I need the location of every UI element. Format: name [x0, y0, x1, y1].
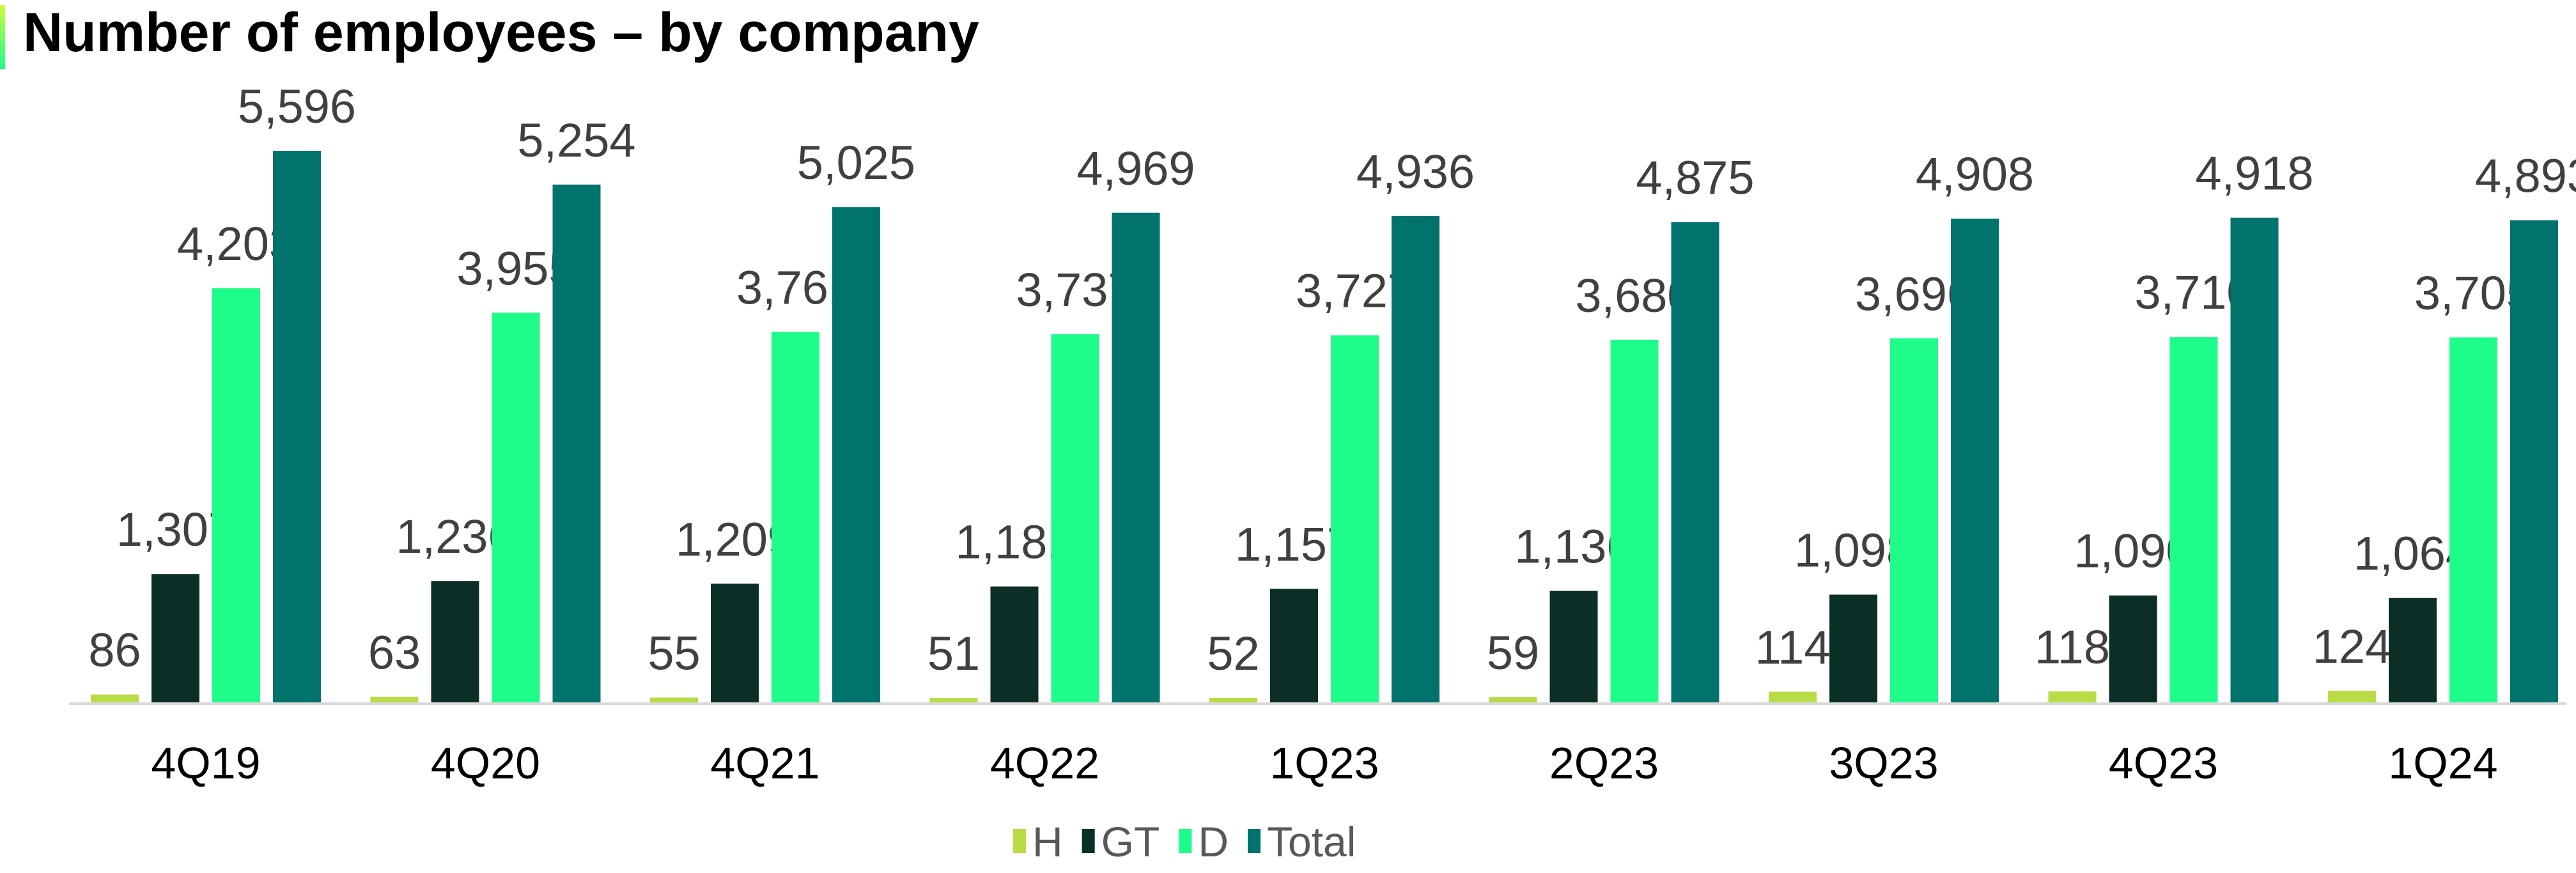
bar-h-4Q21 [650, 697, 698, 703]
bar-h-1Q23 [1209, 697, 1257, 703]
data-label-total-1Q24: 4,893 [2475, 150, 2576, 203]
legend-label-gt: GT [1101, 818, 1160, 865]
bar-total-4Q22 [1112, 212, 1160, 704]
bar-d-4Q20 [492, 313, 540, 703]
bar-total-4Q19 [273, 151, 321, 703]
bar-total-1Q24 [2510, 220, 2558, 703]
data-label-total-1Q23: 4,936 [1356, 145, 1475, 198]
bar-d-2Q23 [1610, 339, 1659, 703]
bars-layer: 861,3074,2035,596631,2363,9555,254551,20… [88, 80, 2576, 704]
bar-d-4Q23 [2169, 337, 2218, 703]
bar-gt-1Q24 [2389, 598, 2437, 703]
bar-h-4Q20 [370, 697, 419, 703]
bar-gt-4Q23 [2109, 595, 2157, 703]
category-label: 4Q23 [2109, 738, 2218, 788]
bar-total-4Q21 [832, 207, 880, 703]
category-label: 1Q24 [2388, 738, 2497, 788]
bar-total-1Q23 [1392, 215, 1439, 703]
legend-label-total: Total [1267, 818, 1356, 865]
bar-gt-4Q22 [990, 586, 1039, 703]
category-label: 2Q23 [1549, 738, 1659, 788]
data-label-h-4Q19: 86 [88, 624, 141, 677]
bar-gt-4Q21 [711, 583, 759, 703]
title-accent-bar [0, 5, 5, 69]
bar-d-1Q24 [2449, 337, 2497, 703]
legend-swatch-h [1013, 829, 1026, 853]
data-label-h-4Q20: 63 [368, 626, 421, 679]
data-label-total-4Q23: 4,918 [2195, 147, 2313, 200]
data-label-h-1Q23: 52 [1207, 627, 1259, 680]
category-label: 3Q23 [1829, 738, 1938, 788]
bar-d-4Q22 [1051, 334, 1099, 703]
data-label-total-2Q23: 4,875 [1636, 151, 1754, 204]
data-label-h-1Q24: 124 [2313, 620, 2391, 673]
data-label-h-2Q23: 59 [1487, 626, 1539, 679]
data-label-total-4Q21: 5,025 [797, 136, 915, 189]
bar-d-1Q23 [1331, 335, 1379, 703]
bar-total-2Q23 [1671, 222, 1719, 703]
bar-total-3Q23 [1951, 219, 1999, 703]
data-label-h-4Q21: 55 [648, 627, 700, 680]
legend-swatch-total [1248, 829, 1261, 853]
bar-gt-2Q23 [1549, 591, 1598, 703]
bar-h-4Q22 [929, 698, 978, 703]
bar-gt-4Q20 [431, 581, 479, 703]
data-label-total-3Q23: 4,908 [1916, 148, 2034, 201]
category-label: 4Q21 [710, 738, 819, 788]
bar-h-1Q24 [2328, 690, 2376, 703]
bar-h-2Q23 [1489, 697, 1537, 703]
data-label-h-4Q23: 118 [2035, 621, 2110, 674]
bar-d-3Q23 [1890, 338, 1938, 703]
bar-d-4Q21 [772, 332, 819, 703]
bar-total-4Q23 [2230, 217, 2279, 703]
bar-h-3Q23 [1769, 691, 1817, 703]
category-labels: 4Q19 4Q20 4Q21 4Q22 1Q23 2Q23 3Q23 4Q23 1Q24 [151, 738, 2497, 788]
chart-title: Number of employees – by company [23, 2, 979, 63]
legend-swatch-d [1179, 829, 1192, 853]
bar-gt-4Q19 [151, 574, 199, 703]
category-label: 4Q20 [431, 738, 540, 788]
bar-h-4Q19 [91, 694, 139, 703]
category-label: 4Q19 [151, 738, 260, 788]
category-label: 1Q23 [1269, 738, 1379, 788]
data-label-total-4Q19: 5,596 [238, 80, 356, 133]
data-label-h-4Q22: 51 [927, 627, 980, 680]
bar-d-4Q19 [212, 288, 260, 704]
legend-swatch-gt [1082, 829, 1095, 853]
bar-gt-3Q23 [1829, 594, 1877, 703]
legend: H GT D Total [1013, 818, 1356, 865]
bar-h-4Q23 [2048, 691, 2097, 703]
data-label-total-4Q22: 4,969 [1076, 142, 1195, 195]
data-label-h-3Q23: 114 [1755, 621, 1831, 674]
bar-total-4Q20 [552, 184, 601, 703]
bar-gt-1Q23 [1270, 589, 1318, 703]
legend-label-h: H [1032, 818, 1063, 865]
category-label: 4Q22 [990, 738, 1099, 788]
legend-label-d: D [1198, 818, 1229, 865]
data-label-total-4Q20: 5,254 [517, 114, 635, 167]
